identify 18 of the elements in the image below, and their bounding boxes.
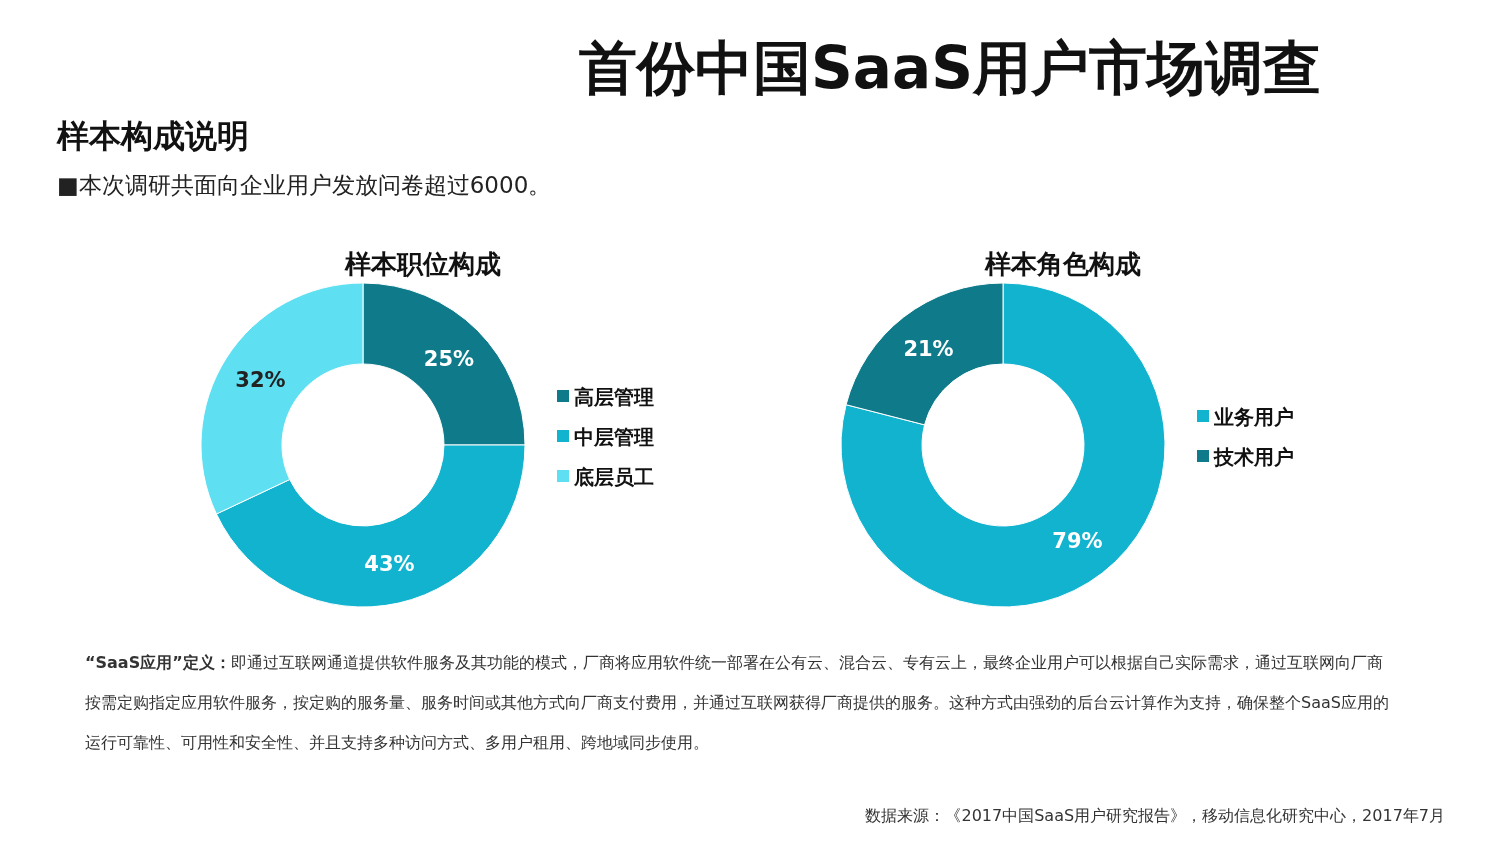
legend-label: 高层管理 [574, 385, 654, 409]
source-note: 数据来源：《2017中国SaaS用户研究报告》，移动信息化研究中心，2017年7月 [865, 806, 1445, 827]
data-label: 25% [423, 347, 475, 372]
legend-label: 中层管理 [574, 425, 654, 449]
text: 首份中国SaaS用户市场调查 [578, 33, 1322, 104]
text: 样本构成说明 [57, 116, 249, 157]
chart-title: 样本职位构成 [344, 249, 501, 279]
donut-slice [840, 282, 1166, 608]
chart-title: 样本角色构成 [984, 249, 1141, 279]
text: “SaaS应用”定义：即通过互联网通道提供软件服务及其功能的模式，厂商将应用软件统一部署在公有云、混合云、专有云上，最终企业用户可以根据自己实际需求，通过互联网向厂商按需定购指定应用软件服务，按定购的服务量、服务时间或其他方式向厂商支付费用，并通过互联网获得厂商提供的服务。这种方式由强劲的后台云计算作为支持，确保整个SaaS应用的运行可靠性、可用性和安全性、并且支持多种访问方式、多用户租用、跨地域同步使用。 [85, 653, 1389, 752]
legend-label: 业务用户 [1213, 405, 1294, 429]
legend-label: 底层员工 [573, 465, 654, 489]
data-label: 32% [235, 367, 286, 392]
data-label: 79% [1052, 529, 1103, 553]
data-label: 21% [903, 337, 954, 361]
text: ■本次调研共面向企业用户发放问卷超过6000。 [57, 171, 552, 200]
data-label: 43% [364, 551, 415, 576]
legend-label: 技术用户 [1213, 445, 1294, 469]
